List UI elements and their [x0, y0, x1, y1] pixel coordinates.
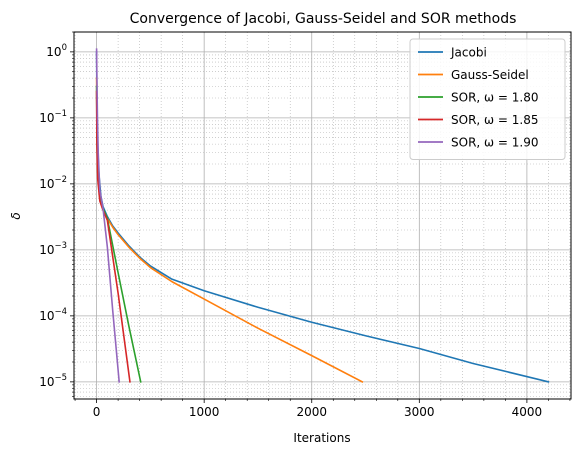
series-line-4 [95, 48, 121, 383]
x-tick-label: 1000 [189, 405, 220, 419]
plot-lines [95, 48, 550, 383]
x-axis: 0 1000 2000 3000 4000 [74, 399, 571, 419]
legend-label-0: Jacobi [450, 46, 487, 60]
x-tick-label: 2000 [296, 405, 327, 419]
y-tick-label: 10−2 [39, 175, 67, 191]
y-tick-label: 100 [46, 43, 67, 59]
legend: Jacobi Gauss-Seidel SOR, ω = 1.80 SOR, ω = … [409, 38, 566, 160]
legend-label-2: SOR, ω = 1.80 [451, 91, 538, 105]
x-axis-label: Iterations [293, 431, 350, 445]
y-tick-label: 10−4 [39, 307, 67, 323]
y-axis-label: δ [9, 212, 23, 219]
legend-label-4: SOR, ω = 1.90 [451, 136, 538, 150]
plot-frame [73, 31, 572, 400]
legend-label-3: SOR, ω = 1.85 [451, 113, 538, 127]
x-tick-label: 0 [93, 405, 101, 419]
y-axis: 100 10−1 10−2 10−3 10−4 10−5 [39, 31, 74, 397]
legend-box [409, 38, 566, 160]
chart-title: Convergence of Jacobi, Gauss-Seidel and … [130, 11, 517, 27]
y-tick-label: 10−1 [39, 109, 67, 125]
x-tick-label: 4000 [512, 405, 543, 419]
x-tick-label: 3000 [404, 405, 435, 419]
series-line-3 [95, 90, 131, 383]
legend-label-1: Gauss-Seidel [451, 68, 529, 82]
y-tick-label: 10−3 [39, 241, 67, 257]
y-tick-label: 10−5 [39, 373, 67, 389]
